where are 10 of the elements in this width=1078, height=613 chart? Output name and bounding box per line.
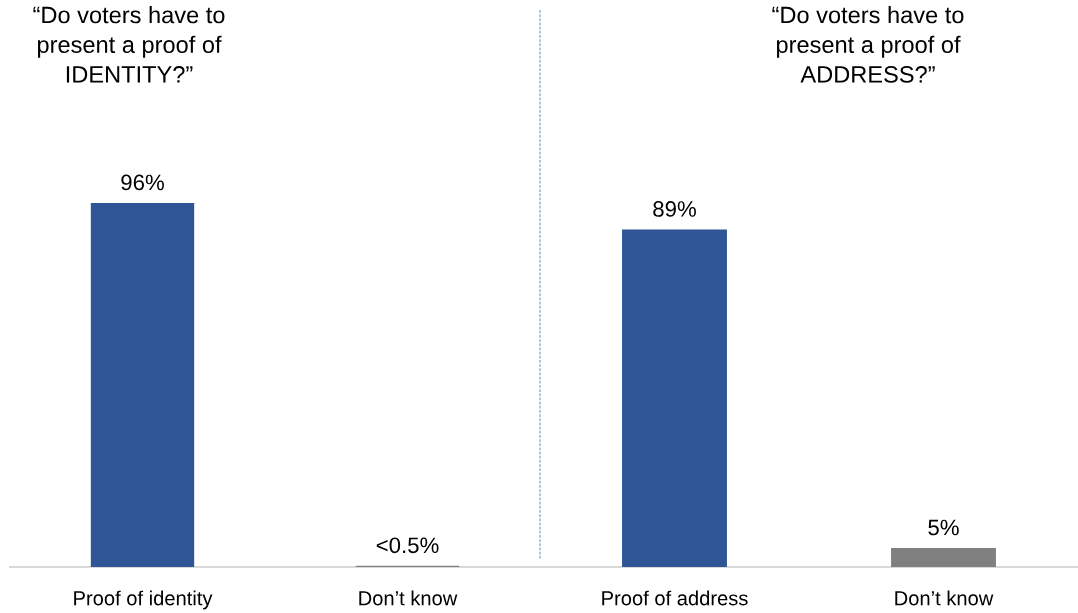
chart-title: “Do voters have to present a proof of ADDRESS?”: [772, 6, 964, 83]
x-tick-label: Proof of address: [602, 590, 748, 606]
data-label: 5%: [928, 519, 959, 536]
chart-title: “Do voters have to present a proof of IDENTITY?”: [33, 6, 225, 83]
data-label: 89%: [653, 201, 696, 217]
data-label: <0.5%: [376, 537, 439, 554]
data-label: 96%: [121, 174, 164, 191]
x-tick-label: Don’t know: [359, 590, 458, 606]
x-tick-label: Don’t know: [895, 590, 994, 606]
x-tick-label: Proof of identity: [74, 590, 213, 610]
